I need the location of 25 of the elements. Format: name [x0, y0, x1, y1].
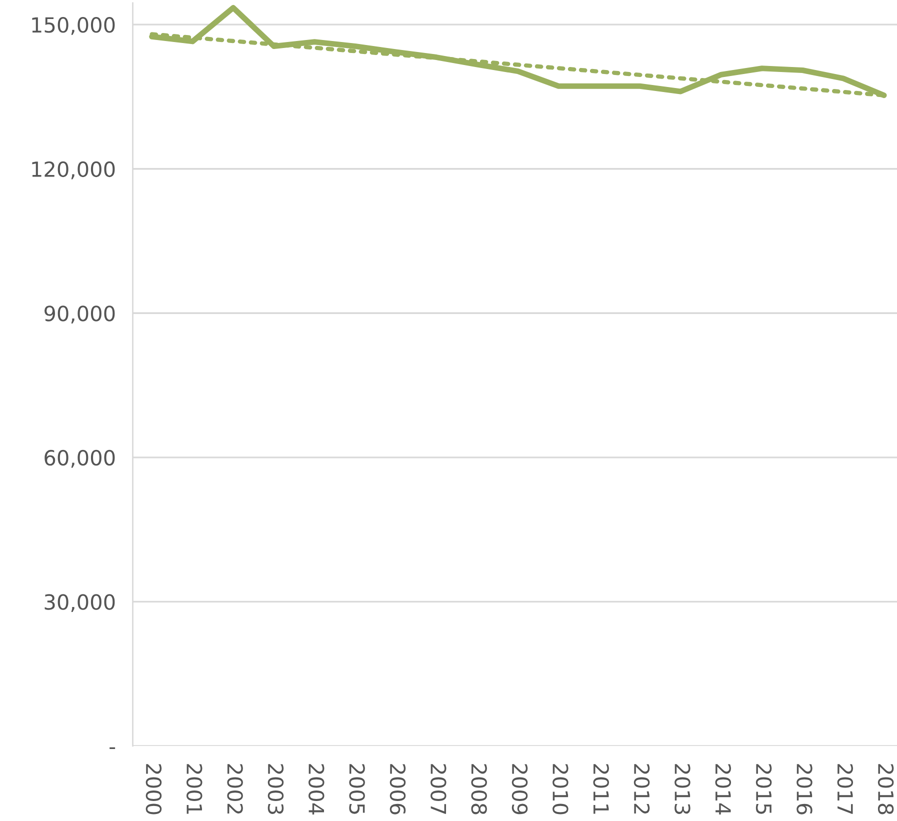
y-tick-label: 90,000 [44, 306, 115, 324]
x-tick-label: 2006 [390, 764, 406, 814]
x-tick-label: 2010 [552, 764, 568, 814]
y-tick-label: 120,000 [32, 161, 115, 180]
y-tick-label: - [110, 747, 116, 750]
x-tick-label: 2014 [715, 764, 732, 814]
x-tick-label: 2001 [186, 764, 202, 814]
x-tick-label: 2005 [349, 764, 365, 814]
x-tick-label: 2000 [146, 764, 162, 814]
x-tick-label: 2004 [308, 764, 324, 814]
y-tick-label: 150,000 [32, 17, 115, 35]
x-tick-label: 2016 [796, 764, 812, 814]
x-tick-label: 2017 [837, 764, 854, 814]
x-tick-label: 2018 [878, 764, 894, 814]
y-tick-label: 30,000 [44, 594, 115, 612]
y-tick-label: 60,000 [44, 450, 115, 468]
x-tick-label: 2012 [634, 764, 650, 814]
x-tick-label: 2003 [268, 764, 284, 814]
x-tick-label: 2015 [756, 764, 772, 814]
x-tick-label: 2009 [512, 764, 528, 814]
x-tick-label: 2007 [430, 764, 446, 814]
x-tick-label: 2011 [593, 764, 609, 814]
x-tick-label: 2013 [674, 764, 690, 814]
x-tick-label: 2008 [471, 764, 487, 814]
x-tick-label: 2002 [227, 764, 243, 814]
